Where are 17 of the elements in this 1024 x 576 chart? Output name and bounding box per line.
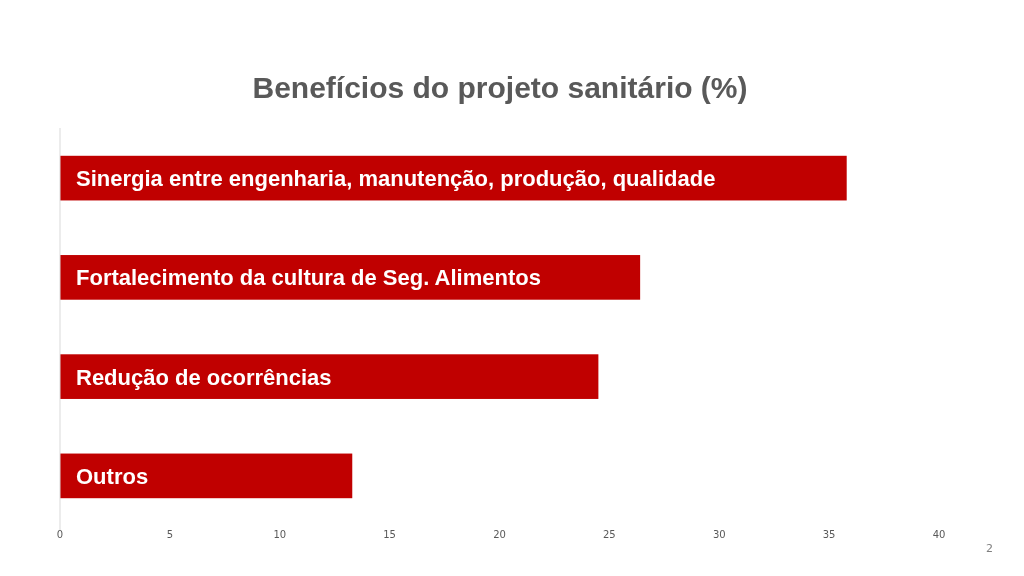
x-tick-label: 20 — [493, 529, 506, 540]
x-tick-label: 25 — [603, 529, 616, 540]
chart-title: Benefícios do projeto sanitário (%) — [252, 71, 748, 104]
y-tick-label: Fortalecimento da cultura de Seg. Alimentos — [76, 265, 541, 291]
x-tick-label: 15 — [383, 529, 396, 540]
y-tick-label: Outros — [76, 463, 149, 489]
x-tick-label: 35 — [822, 529, 836, 540]
bar — [60, 453, 353, 499]
x-tick-label: 10 — [273, 529, 287, 540]
x-tick-label: 40 — [932, 529, 946, 540]
x-tick-label: 5 — [166, 529, 174, 540]
y-tick-label: Sinergia entre engenharia, manutenção, produção, qualidade — [76, 166, 716, 192]
bar — [60, 354, 599, 399]
x-tick-label: 0 — [56, 529, 64, 540]
y-tick-label: Redução de ocorrências — [76, 364, 332, 390]
x-tick-label: 30 — [712, 529, 726, 540]
text: 2 — [986, 542, 993, 555]
